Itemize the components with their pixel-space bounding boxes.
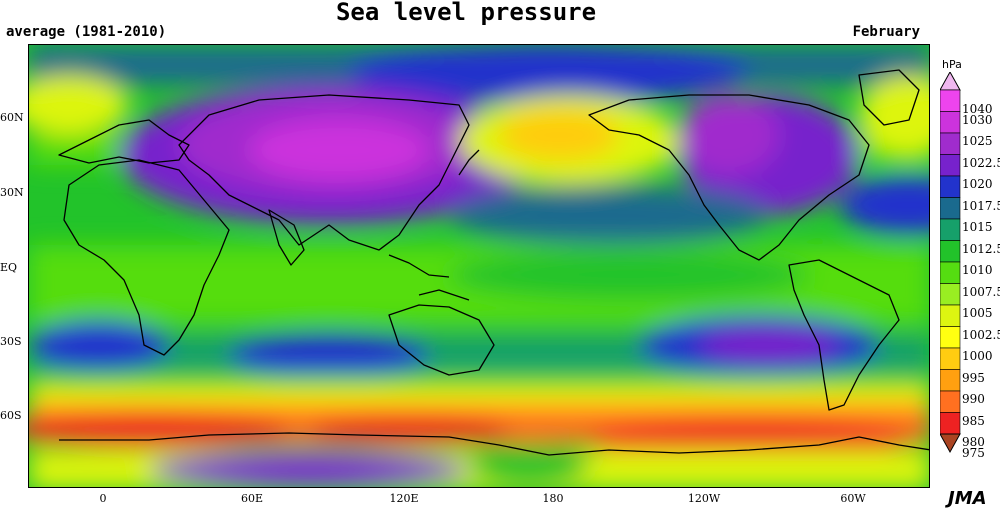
legend-swatch [940, 369, 961, 392]
legend-label: 980 [962, 435, 985, 450]
legend-label: 1012.5 [962, 241, 1000, 256]
legend-label: 1025 [962, 134, 993, 149]
legend-label: 995 [962, 370, 985, 385]
lat-label-30n: 30N [0, 186, 24, 199]
legend-label: 1000 [962, 349, 993, 364]
legend-swatch [940, 326, 961, 349]
legend-swatch [940, 412, 961, 435]
legend-swatch [940, 111, 961, 134]
legend-swatch [940, 240, 961, 263]
jma-credit: JMA [948, 488, 987, 509]
legend-swatch [940, 347, 961, 370]
legend-swatch-bottom [940, 433, 961, 454]
legend-swatch [940, 132, 961, 155]
legend-label: 1010 [962, 263, 993, 278]
legend-swatch [940, 197, 961, 220]
lon-label-120e: 120E [389, 492, 419, 505]
period-subtitle: average (1981-2010) [6, 24, 167, 40]
legend-label: 1015 [962, 220, 993, 235]
pressure-map [28, 44, 930, 488]
month-subtitle: February [852, 24, 920, 40]
legend-label: 975 [962, 446, 985, 460]
legend-swatch [940, 218, 961, 241]
legend-label: 1040 [962, 102, 993, 116]
lon-label-180: 180 [542, 492, 564, 505]
legend-swatch [940, 283, 961, 306]
color-legend: 1040 1030 1025 1022.5 1020 1017.5 1015 1012.5 10… [940, 72, 1000, 472]
legend-label: 1017.5 [962, 198, 1000, 213]
legend-swatch-top [940, 72, 961, 91]
legend-label: 1007.5 [962, 284, 1000, 299]
lat-label-eq: EQ [0, 261, 18, 274]
lon-label-0: 0 [99, 492, 107, 505]
lon-label-120w: 120W [687, 492, 721, 505]
lat-label-30s: 30S [0, 335, 22, 348]
legend-unit: hPa [942, 58, 962, 71]
legend-label: 1030 [962, 112, 993, 127]
legend-swatch [940, 154, 961, 177]
legend-swatch [940, 175, 961, 198]
legend-swatch [940, 261, 961, 284]
legend-label: 990 [962, 392, 985, 407]
legend-label: 1020 [962, 177, 993, 192]
legend-label: 985 [962, 413, 985, 428]
lat-label-60n: 60N [0, 111, 24, 124]
legend-swatch [940, 390, 961, 413]
legend-label: 1022.5 [962, 155, 1000, 170]
lon-label-60w: 60W [840, 492, 866, 505]
pressure-field [29, 45, 929, 487]
legend-label: 1005 [962, 306, 993, 321]
legend-swatch [940, 304, 961, 327]
legend-swatch [940, 89, 961, 112]
lat-label-60s: 60S [0, 409, 22, 422]
legend-swatches [940, 72, 961, 454]
map-title: Sea level pressure [335, 0, 597, 26]
legend-label: 1002.5 [962, 327, 1000, 342]
lon-label-60e: 60E [240, 492, 264, 505]
